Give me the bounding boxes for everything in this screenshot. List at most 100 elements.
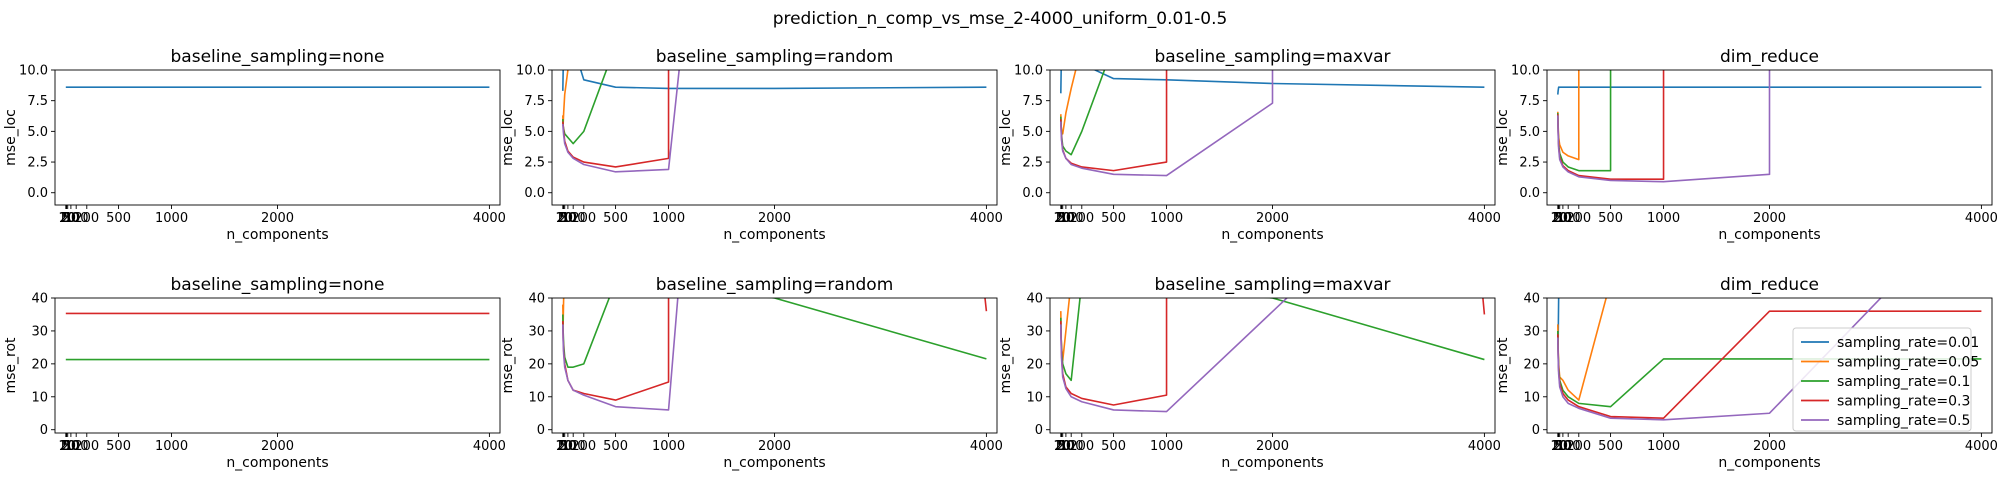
- x-tick-label: 10: [555, 211, 572, 226]
- x-tick-label: 20: [1054, 439, 1071, 454]
- y-tick-label: 7.5: [524, 94, 545, 109]
- x-tick-label: 10: [1053, 439, 1070, 454]
- y-tick-label: 0: [1035, 423, 1043, 438]
- y-axis-label: mse_loc: [1495, 109, 1511, 166]
- series-line-sampling-rate-0-5: [1060, 298, 1289, 413]
- x-tick-label: 50: [1058, 439, 1075, 454]
- x-tick-label: 100: [561, 439, 586, 454]
- legend-label: sampling_rate=0.5: [1837, 413, 1970, 429]
- x-tick-label: 100: [64, 211, 89, 226]
- series-group: [562, 70, 987, 173]
- y-tick-label: 10.0: [1511, 64, 1540, 79]
- x-tick-label: 50: [560, 211, 577, 226]
- y-tick-label: 30: [528, 324, 545, 339]
- x-axis-label: n_components: [226, 227, 328, 243]
- x-tick-label: 200: [74, 211, 99, 226]
- x-tick-label: 20: [1551, 439, 1568, 454]
- legend-entry: sampling_rate=0.1: [1801, 374, 1970, 390]
- y-tick-label: 0.0: [1519, 186, 1540, 201]
- y-tick-label: 5.0: [524, 125, 545, 140]
- y-tick-label: 10: [1026, 390, 1043, 405]
- x-tick-label: 5: [1057, 439, 1065, 454]
- x-tick-label: 500: [603, 211, 628, 226]
- x-tick-label: 50: [1555, 211, 1572, 226]
- subplot-title: baseline_sampling=maxvar: [1154, 275, 1390, 295]
- x-tick-label: 20: [556, 211, 573, 226]
- x-tick-label: 4000: [1965, 439, 1998, 454]
- x-tick-label: 1000: [1150, 211, 1183, 226]
- legend-label: sampling_rate=0.05: [1837, 355, 1979, 371]
- series-group: [1060, 70, 1485, 177]
- x-tick-label: 200: [1566, 211, 1591, 226]
- x-tick-label: 2000: [758, 211, 791, 226]
- x-tick-label: 10: [1053, 211, 1070, 226]
- y-tick-label: 10: [31, 390, 48, 405]
- series-line-sampling-rate-0-5: [562, 70, 680, 173]
- y-tick-label: 0.0: [27, 186, 48, 201]
- x-axis-label: n_components: [1718, 455, 1820, 471]
- y-tick-label: 40: [1523, 292, 1540, 307]
- series-line-sampling-rate-0-5: [562, 298, 679, 411]
- y-tick-label: 0.0: [1022, 186, 1043, 201]
- legend-box: [1792, 327, 1972, 432]
- x-tick-label: 2: [1057, 211, 1065, 226]
- x-tick-label: 200: [74, 439, 99, 454]
- subplot-title: baseline_sampling=maxvar: [1154, 47, 1390, 67]
- x-tick-label: 2: [1554, 439, 1562, 454]
- y-tick-label: 30: [1523, 324, 1540, 339]
- x-tick-label: 1000: [652, 211, 685, 226]
- x-tick-label: 500: [1101, 211, 1126, 226]
- x-tick-label: 2: [559, 439, 567, 454]
- y-tick-label: 10: [528, 390, 545, 405]
- x-axis-label: n_components: [1718, 227, 1820, 243]
- x-tick-label: 2: [1057, 439, 1065, 454]
- x-axis-label: n_components: [1221, 227, 1323, 243]
- legend-entry: sampling_rate=0.3: [1801, 394, 1970, 410]
- x-tick-label: 100: [64, 439, 89, 454]
- x-tick-label: 50: [63, 439, 80, 454]
- legend-entry: sampling_rate=0.01: [1801, 335, 1979, 351]
- x-tick-label: 2000: [261, 439, 294, 454]
- x-tick-label: 1000: [1150, 439, 1183, 454]
- x-tick-label: 5: [1554, 439, 1562, 454]
- y-tick-label: 7.5: [1022, 94, 1043, 109]
- series-line-sampling-rate-0-01: [1557, 86, 1982, 95]
- y-tick-label: 0: [537, 423, 545, 438]
- y-axis-label: mse_loc: [998, 109, 1014, 166]
- x-tick-label: 10: [58, 211, 75, 226]
- legend-entry: sampling_rate=0.5: [1801, 413, 1970, 429]
- x-tick-label: 20: [59, 211, 76, 226]
- x-tick-label: 10: [1550, 439, 1567, 454]
- x-tick-label: 2: [62, 439, 70, 454]
- x-tick-label: 5: [1554, 211, 1562, 226]
- x-tick-label: 2000: [1753, 439, 1786, 454]
- x-tick-label: 200: [1069, 439, 1094, 454]
- y-tick-label: 10.0: [1014, 64, 1043, 79]
- y-tick-label: 0.0: [524, 186, 545, 201]
- subplot-title: baseline_sampling=random: [656, 47, 894, 67]
- x-tick-label: 4000: [473, 439, 506, 454]
- x-tick-label: 4000: [970, 211, 1003, 226]
- x-tick-label: 2000: [1256, 439, 1289, 454]
- x-tick-label: 500: [106, 439, 131, 454]
- y-axis-label: mse_loc: [3, 109, 19, 166]
- legend: sampling_rate=0.01 sampling_rate=0.05samp…: [1792, 327, 1979, 432]
- x-tick-label: 100: [1059, 439, 1084, 454]
- x-tick-label: 100: [1556, 211, 1581, 226]
- y-tick-label: 7.5: [27, 94, 48, 109]
- series-line-sampling-rate-0-01: [562, 70, 987, 91]
- x-tick-label: 4000: [473, 211, 506, 226]
- y-tick-label: 5.0: [1022, 125, 1043, 140]
- y-tick-label: 5.0: [27, 125, 48, 140]
- y-tick-label: 2.5: [27, 156, 48, 171]
- figure-title: prediction_n_comp_vs_mse_2-4000_uniform_…: [773, 9, 1228, 29]
- y-tick-label: 7.5: [1519, 94, 1540, 109]
- x-tick-label: 2000: [261, 211, 294, 226]
- y-tick-label: 0: [40, 423, 48, 438]
- y-tick-label: 30: [31, 324, 48, 339]
